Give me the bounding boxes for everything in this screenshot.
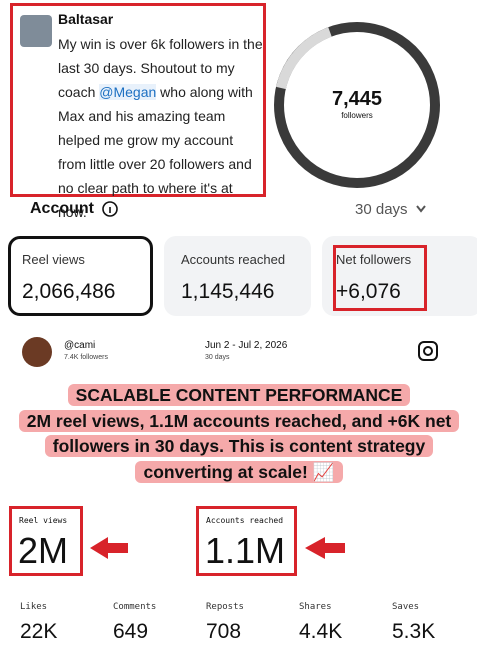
ring: [274, 22, 440, 188]
ring-value: 7,445: [331, 88, 383, 110]
card-value: 1,145,446: [181, 280, 275, 303]
avatar: [22, 337, 52, 367]
date-range: Jun 2 - Jul 2, 2026: [205, 340, 288, 351]
stat-value: 649: [113, 620, 149, 643]
arrow: [90, 537, 128, 559]
card: Accounts reached 1,145,446: [164, 236, 311, 316]
author: Baltasar: [58, 11, 114, 27]
stat-label: Accounts reached: [206, 516, 284, 525]
card: Reel views 2,066,486: [8, 236, 153, 316]
avatar: [20, 15, 52, 47]
mention[interactable]: @Megan: [99, 84, 157, 100]
card-label: Accounts reached: [181, 252, 286, 267]
highlight-box: [196, 506, 297, 576]
handle: @cami: [64, 340, 96, 351]
stat-label: Reel views: [19, 516, 68, 525]
instagram-icon: [423, 346, 433, 356]
card-label: Reel views: [22, 252, 85, 267]
card-label: Net followers: [336, 252, 412, 267]
ring-label: followers: [341, 111, 373, 120]
stat-label: Saves: [392, 602, 420, 612]
post-text: My win is over 6k followers in the last …: [58, 32, 263, 224]
stat-label: Reposts: [206, 602, 244, 612]
stat-value: 2M: [18, 530, 69, 571]
ring-segment: [276, 27, 332, 90]
highlight-box: [10, 3, 266, 197]
highlight-box: [9, 506, 83, 576]
arrow: [305, 537, 345, 559]
card-value: +6,076: [336, 280, 401, 303]
text: who along with Max and his amazing team …: [58, 84, 253, 220]
stat-label: Shares: [299, 602, 332, 612]
period[interactable]: 30 days: [355, 201, 408, 218]
stat-value: 5.3K: [392, 620, 436, 643]
chevron: [416, 205, 426, 213]
stat-value: 708: [206, 620, 242, 643]
banner-title: SCALABLE CONTENT PERFORMANCE: [67, 384, 411, 406]
instagram-icon: [418, 341, 438, 361]
period: 30 days: [205, 354, 230, 361]
info-icon: [102, 201, 118, 217]
text: My win is over 6k followers in the last …: [58, 36, 263, 100]
stat-value: 1.1M: [205, 530, 286, 571]
card-value: 2,066,486: [22, 280, 116, 303]
card: Net followers +6,076: [322, 236, 477, 316]
section-title: Account: [30, 200, 94, 217]
banner: SCALABLE CONTENT PERFORMANCE 2M reel view…: [18, 383, 460, 485]
banner-text: 2M reel views, 1.1M accounts reached, an…: [18, 409, 460, 483]
stat-value: 22K: [20, 620, 58, 643]
followers: 7.4K followers: [64, 354, 108, 361]
stat-label: Likes: [20, 602, 48, 612]
stat-value: 4.4K: [299, 620, 343, 643]
stat-label: Comments: [113, 602, 157, 612]
highlight-box: [333, 245, 427, 311]
